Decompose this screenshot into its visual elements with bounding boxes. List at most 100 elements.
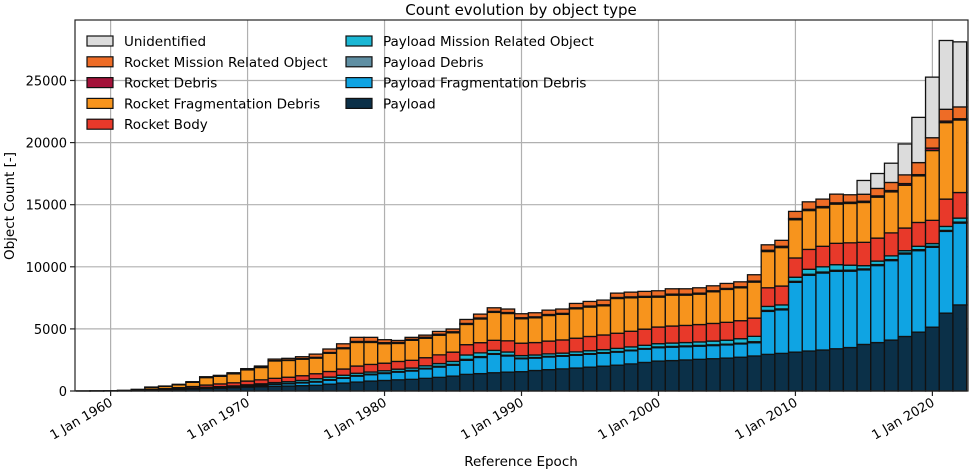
legend-swatch-unidentified [87,36,113,46]
bar-payload-fragmentation-debris-2012 [816,273,830,350]
bar-rocket-body-1995 [583,336,597,350]
bar-payload-1974 [296,386,310,391]
bar-rocket-mission-related-object-1999 [638,291,652,296]
bar-rocket-body-2009 [775,286,789,305]
bar-payload-1983 [419,378,433,391]
bar-rocket-mission-related-object-2002 [679,289,693,294]
bar-rocket-fragmentation-debris-2021 [939,123,953,200]
bar-payload-1994 [569,368,583,391]
bar-payload-fragmentation-debris-1984 [432,367,446,377]
bar-rocket-fragmentation-debris-2016 [871,197,885,238]
bar-rocket-fragmentation-debris-1994 [569,309,583,338]
bar-rocket-body-1996 [597,335,611,350]
bar-payload-1984 [432,377,446,391]
bar-rocket-mission-related-object-2011 [802,202,816,209]
bar-payload-fragmentation-debris-1989 [501,356,515,372]
bar-payload-fragmentation-debris-1979 [364,375,378,381]
bar-rocket-fragmentation-debris-2002 [679,295,693,325]
bar-payload-2007 [747,356,761,391]
bar-rocket-body-2019 [912,222,926,246]
bar-rocket-mission-related-object-1982 [405,337,419,339]
bar-payload-1991 [528,371,542,391]
bar-rocket-body-2020 [926,220,940,243]
bar-payload-fragmentation-debris-2014 [843,271,857,347]
bar-rocket-body-1974 [296,376,310,381]
bar-rocket-fragmentation-debris-1973 [282,360,296,377]
bar-rocket-fragmentation-debris-1985 [446,333,460,352]
bar-unidentified-2017 [884,163,898,182]
y-tick-label: 5000 [34,323,67,338]
bar-rocket-mission-related-object-2020 [926,138,940,148]
bar-payload-fragmentation-debris-1983 [419,369,433,378]
bar-payload-fragmentation-debris-2002 [679,347,693,360]
bar-rocket-body-1985 [446,352,460,361]
bar-payload-1987 [474,374,488,391]
bar-rocket-body-2001 [665,326,679,343]
bar-rocket-mission-related-object-2003 [693,288,707,293]
bar-rocket-fragmentation-debris-1974 [296,359,310,376]
bar-payload-fragmentation-debris-1992 [542,357,556,370]
bar-rocket-body-2014 [843,243,857,265]
bar-rocket-fragmentation-debris-1999 [638,297,652,329]
chart-title: Count evolution by object type [405,1,636,19]
bar-payload-1980 [378,380,392,391]
bar-rocket-mission-related-object-1993 [556,309,570,313]
bar-payload-1978 [350,382,364,391]
bar-payload-fragmentation-debris-2009 [775,310,789,353]
bar-rocket-fragmentation-debris-1975 [309,358,323,374]
bar-rocket-fragmentation-debris-2006 [734,288,748,321]
bar-payload-2015 [857,344,871,391]
bar-rocket-mission-related-object-1973 [282,358,296,360]
bar-unidentified-2016 [871,174,885,189]
bar-payload-1975 [309,385,323,391]
bar-rocket-mission-related-object-2012 [816,199,830,206]
bar-payload-1997 [611,365,625,391]
legend-label-rocket-fragmentation-debris: Rocket Fragmentation Debris [124,96,320,112]
bar-rocket-fragmentation-debris-1978 [350,342,364,366]
bar-payload-fragmentation-debris-2003 [693,346,707,359]
bar-payload-2006 [734,357,748,391]
bar-rocket-body-1976 [323,371,337,377]
bar-rocket-body-1992 [542,341,556,354]
bar-rocket-fragmentation-debris-1971 [254,368,268,380]
bar-payload-fragmentation-debris-1988 [487,354,501,372]
bar-payload-fragmentation-debris-2006 [734,344,748,357]
bar-payload-fragmentation-debris-2022 [953,223,967,305]
bar-payload-fragmentation-debris-1994 [569,355,583,368]
x-tick-label: 1 Jan 2020 [870,395,938,443]
bar-rocket-fragmentation-debris-1992 [542,315,556,341]
bar-payload-fragmentation-debris-2013 [830,271,844,349]
bar-rocket-mission-related-object-1992 [542,310,556,314]
y-tick-label: 0 [59,385,67,400]
bar-rocket-fragmentation-debris-2011 [802,211,816,250]
bar-payload-fragmentation-debris-1985 [446,365,460,376]
bar-rocket-mission-related-object-1972 [268,359,282,360]
bar-rocket-mission-related-object-1983 [419,335,433,337]
bar-rocket-mission-related-object-1989 [501,309,515,312]
bar-rocket-fragmentation-debris-2010 [789,220,803,258]
bar-payload-mission-related-object-2013 [830,265,844,271]
x-tick-label: 1 Jan 1960 [48,395,116,443]
bar-payload-1988 [487,373,501,391]
bar-payload-fragmentation-debris-1996 [597,353,611,366]
bar-rocket-fragmentation-debris-1988 [487,312,501,340]
x-tick-label: 1 Jan 1980 [322,395,390,443]
bar-payload-2010 [789,352,803,391]
bar-payload-mission-related-object-2007 [747,336,761,341]
bar-rocket-body-2016 [871,238,885,261]
y-tick-label: 15000 [26,199,67,214]
bar-rocket-fragmentation-debris-1972 [268,361,282,378]
bar-rocket-body-1982 [405,360,419,368]
x-tick-label: 1 Jan 1990 [459,395,527,443]
bar-rocket-body-1986 [460,345,474,355]
legend-label-rocket-body: Rocket Body [124,117,208,133]
bar-rocket-mission-related-object-2006 [734,282,748,287]
bar-payload-fragmentation-debris-2015 [857,270,871,345]
bar-rocket-mission-related-object-1987 [474,314,488,318]
y-tick-label: 25000 [26,74,67,89]
bar-rocket-mission-related-object-2022 [953,107,967,119]
bar-payload-fragmentation-debris-1978 [350,376,364,382]
legend-label-rocket-mission-related-object: Rocket Mission Related Object [124,55,328,71]
bar-rocket-mission-related-object-1980 [378,340,392,343]
